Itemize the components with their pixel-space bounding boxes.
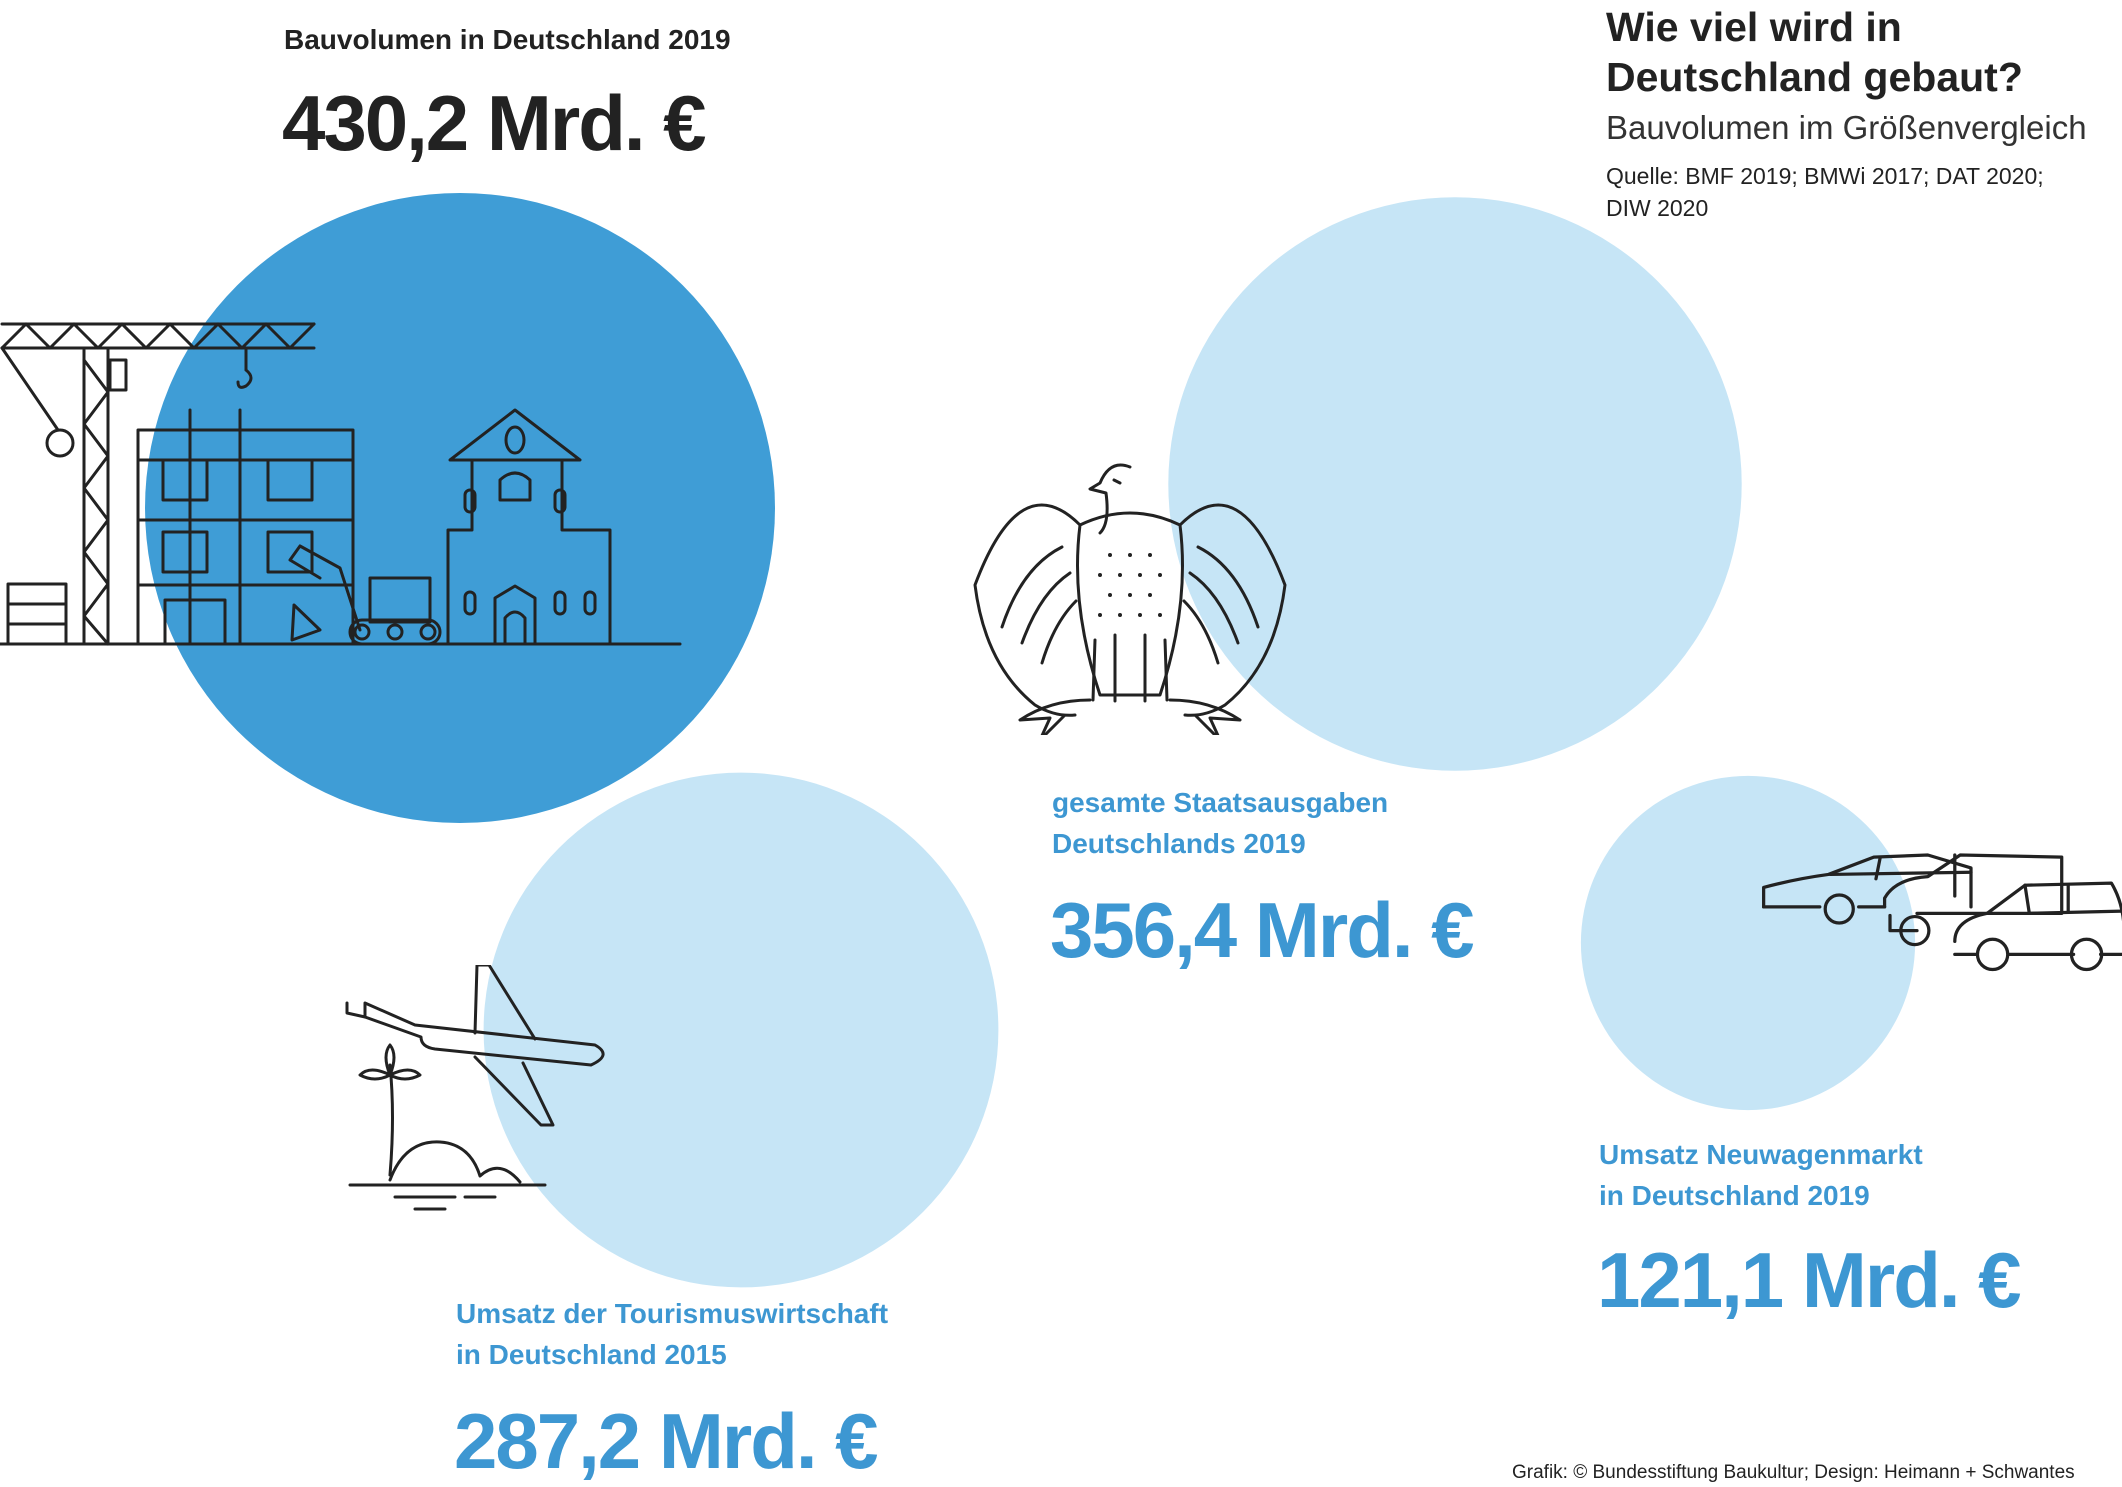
bubble-auto — [1580, 775, 1916, 1111]
credit: Grafik: © Bundesstiftung Baukultur; Desi… — [1512, 1462, 2075, 1483]
bubble-bau — [145, 193, 775, 823]
cars-icon — [1762, 853, 2122, 972]
title: Wie viel wird in — [1606, 4, 1902, 50]
value-neuwagen: 121,1 Mrd. € — [1597, 1236, 2022, 1324]
federal-eagle-icon — [973, 463, 1287, 735]
value-staatsausgaben: 356,4 Mrd. € — [1050, 886, 1475, 974]
label-tourismus-line-2: in Deutschland 2015 — [456, 1339, 727, 1370]
subtitle: Bauvolumen im Größenvergleich — [1606, 109, 2087, 146]
source-note: Quelle: BMF 2019; BMWi 2017; DAT 2020; D… — [1606, 163, 2044, 221]
construction-site-icon — [0, 322, 682, 646]
airplane-island-icon — [345, 965, 605, 1211]
label-neuwagen-line-2: in Deutschland 2019 — [1599, 1180, 1870, 1211]
title-line-2: Deutschland gebaut? — [1606, 54, 2023, 100]
value-bauvolumen: 430,2 Mrd. € — [282, 79, 707, 167]
bubble-tourismus — [483, 772, 999, 1288]
label-staatsausgaben-line-2: Deutschlands 2019 — [1052, 828, 1306, 859]
bubble-staat — [1168, 197, 1742, 771]
label-bauvolumen: Bauvolumen in Deutschland 2019 — [284, 24, 731, 55]
value-tourismus: 287,2 Mrd. € — [454, 1397, 879, 1485]
label-staatsausgaben-line-1: gesamte Staatsausgaben — [1052, 787, 1389, 818]
label-neuwagen-line-1: Umsatz Neuwagenmarkt — [1599, 1139, 1923, 1170]
label-tourismus-line-1: Umsatz der Tourismuswirtschaft — [456, 1298, 889, 1329]
